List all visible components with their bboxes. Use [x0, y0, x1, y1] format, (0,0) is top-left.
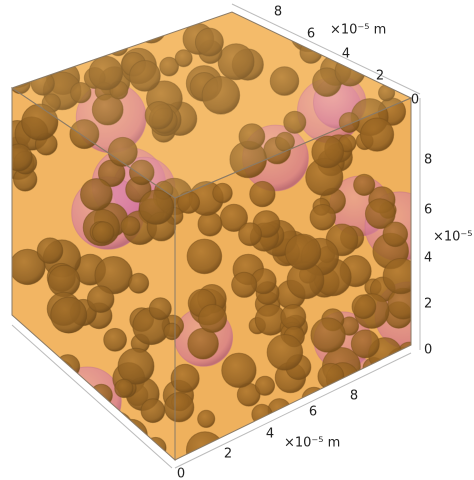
- tick-label: 4: [266, 427, 274, 442]
- tick-label: 4: [342, 47, 350, 62]
- tick-label: 8: [350, 389, 358, 404]
- tick-label: 0: [177, 467, 185, 480]
- brown-particle: [14, 424, 41, 451]
- axis-unit: ×10⁻⁵ m: [330, 23, 386, 38]
- brown-particle: [85, 18, 122, 55]
- tick-label: 0: [411, 93, 419, 108]
- brown-particle: [50, 411, 71, 432]
- brown-particle: [39, 49, 58, 68]
- axis-unit: ×10⁻⁵ m: [433, 230, 474, 245]
- brown-particle: [375, 361, 395, 381]
- brown-particle: [358, 369, 393, 404]
- tick-label: 8: [424, 153, 432, 168]
- geometry-view: 8 6 4 2 0 ×10⁻⁵ m 8 6 4 2 0 ×10⁻⁵ m 0 2 4 6 8 ×10⁻⁵ m: [0, 0, 474, 480]
- axis-unit: ×10⁻⁵ m: [284, 436, 340, 451]
- tick-label: 6: [309, 405, 317, 420]
- brown-particle: [6, 13, 32, 39]
- brown-particle: [389, 393, 423, 427]
- tick-label: 0: [424, 343, 432, 358]
- brown-particle: [62, 372, 82, 392]
- tick-label: 4: [424, 251, 432, 266]
- tick-label: 6: [424, 203, 432, 218]
- tick-label: 6: [307, 27, 315, 42]
- brown-particle: [359, 421, 396, 458]
- tick-label: 2: [424, 297, 432, 312]
- brown-particle: [20, 19, 55, 54]
- brown-particle: [393, 349, 419, 375]
- brown-particle: [365, 33, 396, 64]
- tick-label: 2: [224, 447, 232, 462]
- tick-label: 8: [274, 5, 282, 20]
- brown-particle: [6, 338, 29, 361]
- brown-particle: [40, 418, 58, 436]
- tick-label: 2: [376, 69, 384, 84]
- brown-particle: [388, 26, 413, 51]
